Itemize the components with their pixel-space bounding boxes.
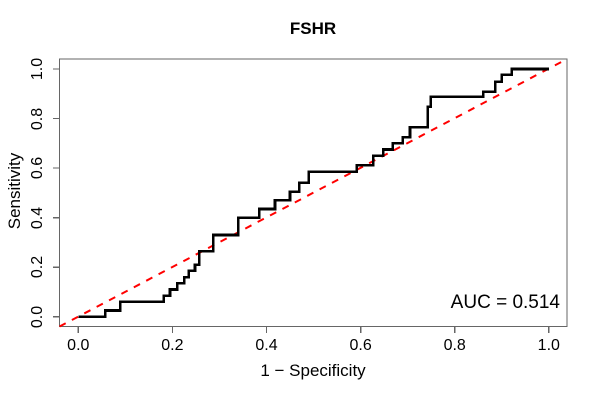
chance-diagonal-line — [59, 58, 568, 328]
x-tick-label: 0.0 — [67, 337, 90, 354]
roc-curve-path — [78, 67, 549, 318]
chart-title: FSHR — [289, 19, 337, 38]
x-tick-label: 0.8 — [443, 337, 466, 354]
x-tick-label: 0.6 — [349, 337, 372, 354]
x-tick-label: 0.2 — [161, 337, 184, 354]
x-axis-label: 1 − Specificity — [260, 361, 366, 380]
y-tick-label: 0.8 — [29, 107, 46, 130]
y-axis-label: Sensitivity — [5, 152, 24, 230]
y-tick-label: 0.0 — [29, 305, 46, 328]
plot-frame — [58, 58, 568, 328]
auc-annotation: AUC = 0.514 — [450, 292, 560, 313]
x-tick-label: 0.4 — [255, 337, 278, 354]
y-tick-label: 0.6 — [29, 156, 46, 180]
y-tick-label: 1.0 — [29, 57, 46, 81]
y-tick-label: 0.2 — [29, 256, 46, 279]
y-tick-label: 0.4 — [29, 206, 46, 229]
x-tick-label: 1.0 — [537, 337, 560, 354]
